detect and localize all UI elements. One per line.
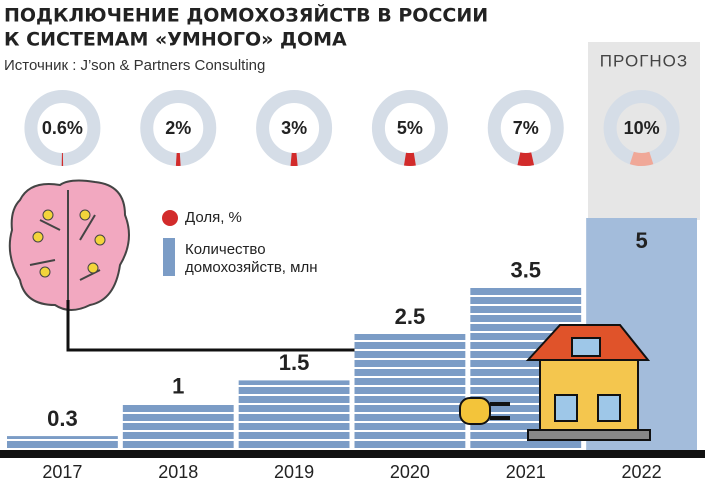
bar [354,334,466,450]
house-icon [527,429,651,441]
chart-title: К СИСТЕМАМ «УМНОГО» ДОМА [4,29,347,51]
share-label: 3% [281,118,307,138]
bar-value-label: 0.3 [47,406,78,431]
bar [238,380,350,450]
bar-value-label: 5 [635,228,647,253]
bar [7,436,118,450]
share-label: 5% [397,118,423,138]
legend-marker [162,210,178,226]
legend-marker [163,238,175,276]
bar-value-label: 2.5 [395,304,426,329]
share-wedge [403,152,416,166]
icons [459,324,651,441]
legend-label: Количество домохозяйств, млн [185,241,318,276]
x-tick-label: 2021 [506,462,546,482]
chart-title: ПОДКЛЮЧЕНИЕ ДОМОХОЗЯЙСТВ В РОССИИ [4,4,488,27]
plug-icon [490,402,510,420]
x-tick-label: 2017 [42,462,82,482]
house-icon [571,337,601,357]
share-label: 2% [165,118,191,138]
bar [122,403,234,450]
share-label: 7% [513,118,539,138]
source: Источник : J’son & Partners Consulting [4,57,265,74]
share-label: 10% [624,118,660,138]
share-wedge [517,152,535,166]
bar-value-label: 3.5 [510,257,541,282]
x-tick-label: 2019 [274,462,314,482]
share-wedge [61,153,64,166]
x-tick-label: 2020 [390,462,430,482]
forecast-label: ПРОГНОЗ [600,51,688,70]
x-tick-label: 2018 [158,462,198,482]
house-icon [597,394,621,422]
brain-icon [8,179,130,311]
share-wedge [629,151,654,167]
share-wedge [290,152,298,166]
legend-label: Доля, % [185,209,242,226]
x-tick-label: 2022 [622,462,662,482]
share-label: 0.6% [42,118,83,138]
house-icon [554,394,578,422]
share-wedge [175,152,181,167]
baseline [0,450,705,458]
bar-value-label: 1.5 [279,350,310,375]
plug-icon [459,397,491,425]
bar-value-label: 1 [172,373,184,398]
